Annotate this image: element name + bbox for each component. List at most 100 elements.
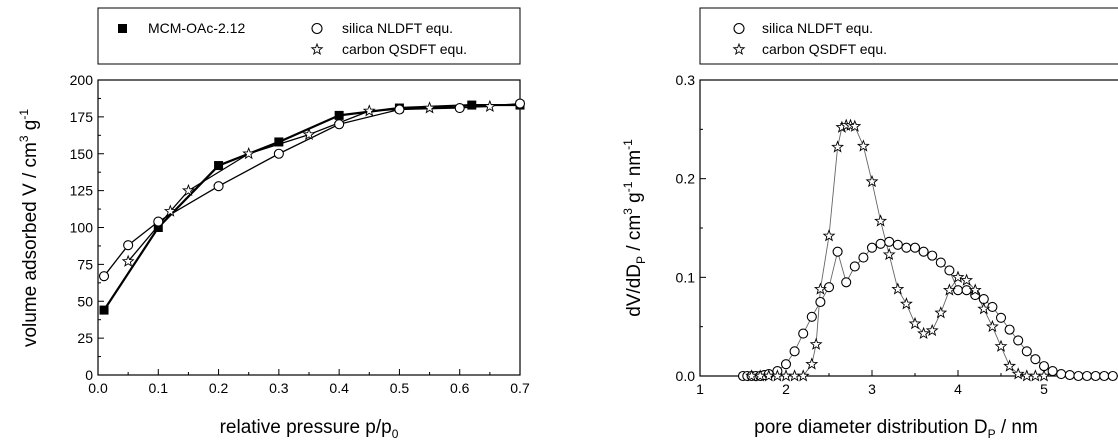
data-point xyxy=(925,323,939,337)
y-tick-label: 0.2 xyxy=(676,171,696,187)
psd-x-axis-label: pore diameter distribution DP / nm xyxy=(754,417,1038,441)
data-point xyxy=(1004,324,1015,335)
data-point xyxy=(884,236,895,247)
data-point xyxy=(334,110,344,120)
data-point xyxy=(796,369,810,382)
x-tick-label: 0.4 xyxy=(329,380,349,396)
y-tick-label: 100 xyxy=(70,220,94,236)
data-point xyxy=(1013,335,1024,346)
data-point xyxy=(865,174,879,188)
legend-star-glyph xyxy=(732,42,746,55)
y-tick-label: 175 xyxy=(70,109,94,125)
data-point xyxy=(302,127,316,141)
isotherm-x-axis-label: relative pressure p/p0 xyxy=(220,417,399,441)
data-point xyxy=(918,246,929,257)
data-point xyxy=(394,104,405,115)
data-point xyxy=(334,119,345,130)
x-tick-label: 3 xyxy=(868,381,876,397)
y-tick-label: 150 xyxy=(70,146,94,162)
data-point xyxy=(1090,370,1101,382)
legend-marker-mcm xyxy=(118,24,127,33)
data-point xyxy=(798,328,809,339)
psd-markers xyxy=(737,118,1118,382)
data-point xyxy=(942,283,956,296)
series-line-0 xyxy=(103,103,520,311)
data-point xyxy=(1107,370,1118,382)
x-tick-label: 0.5 xyxy=(390,380,410,396)
legend-marker-carbon xyxy=(732,42,746,55)
legend-frame xyxy=(699,7,1118,65)
data-point xyxy=(832,246,843,257)
psd-legend: silica NLDFT equ. carbon QSDFT equ. xyxy=(699,7,1118,65)
legend-label-mcm: MCM-OAc-2.12 xyxy=(148,20,245,36)
data-point xyxy=(1011,367,1025,380)
legend-label-carbon: carbon QSDFT equ. xyxy=(762,41,887,57)
psd-plot-area: 1234560.00.10.20.3 xyxy=(676,72,1118,397)
data-point xyxy=(123,240,134,251)
data-point xyxy=(960,273,974,286)
psd-ticks: 1234560.00.10.20.3 xyxy=(676,72,1088,397)
data-point xyxy=(994,339,1008,352)
isotherm-chart: MCM-OAc-2.12 silica NLDFT equ. carbon QS… xyxy=(17,7,530,441)
data-point xyxy=(1030,354,1041,365)
data-point xyxy=(454,102,465,114)
data-point xyxy=(1064,369,1075,381)
data-point xyxy=(944,265,955,276)
isotherm-legend: MCM-OAc-2.12 silica NLDFT equ. carbon QS… xyxy=(97,7,521,65)
psd-chart: silica NLDFT equ. carbon QSDFT equ. 1 2 3 4… xyxy=(621,7,1118,441)
plot-frame xyxy=(699,79,1118,377)
data-point xyxy=(813,282,827,295)
y-tick-label: 200 xyxy=(70,72,94,88)
data-point xyxy=(882,247,896,261)
series-line-0 xyxy=(743,241,1113,377)
data-point xyxy=(995,312,1007,323)
data-point xyxy=(214,161,224,171)
x-tick-label: 0.7 xyxy=(510,380,530,396)
y-tick-label: 0.1 xyxy=(676,269,696,285)
isotherm-markers xyxy=(98,98,526,315)
legend-marker-silica xyxy=(311,22,323,35)
x-tick-label: 0.2 xyxy=(209,380,229,396)
data-point xyxy=(163,204,177,217)
series-line-1 xyxy=(103,102,521,277)
legend-frame xyxy=(97,7,521,65)
data-point xyxy=(892,239,903,250)
legend-marker-silica xyxy=(733,22,745,35)
data-point xyxy=(901,242,912,253)
data-point xyxy=(908,316,922,330)
x-tick-label: 5 xyxy=(1040,381,1048,397)
y-tick-label: 125 xyxy=(70,183,94,199)
data-point xyxy=(467,100,477,110)
data-point xyxy=(99,305,109,315)
legend-label-silica: silica NLDFT equ. xyxy=(762,20,873,36)
data-point xyxy=(514,98,526,109)
data-point xyxy=(1028,369,1042,382)
legend-label-silica: silica NLDFT equ. xyxy=(342,20,453,36)
data-point xyxy=(213,181,224,192)
data-point xyxy=(153,223,163,232)
series-line-1 xyxy=(751,124,1044,377)
legend-star-glyph xyxy=(310,42,324,55)
data-point xyxy=(274,137,284,147)
data-point xyxy=(780,359,792,370)
data-point xyxy=(891,282,905,295)
isotherm-ticks: 0.0 0.1 0.2 0.3 0.4 0.5 0.6 0.7 0 25 50 75 100 125 150… xyxy=(70,72,530,396)
isotherm-y-axis-label: volume adsorbed V / cm3 g-1 xyxy=(17,109,41,347)
data-point xyxy=(927,250,938,261)
data-point xyxy=(831,140,845,153)
data-point xyxy=(874,214,888,227)
data-point xyxy=(935,257,946,268)
data-point xyxy=(1073,370,1084,382)
data-point xyxy=(968,283,982,296)
data-point xyxy=(875,238,886,249)
data-point xyxy=(362,104,376,117)
data-point xyxy=(423,101,437,114)
data-point xyxy=(1047,366,1058,377)
y-tick-label: 0.0 xyxy=(676,368,696,384)
x-tick-label: 0.3 xyxy=(269,380,289,396)
data-point xyxy=(985,319,999,333)
data-point xyxy=(858,252,869,263)
data-point xyxy=(849,261,860,272)
x-tick-label: 0.1 xyxy=(149,380,169,396)
